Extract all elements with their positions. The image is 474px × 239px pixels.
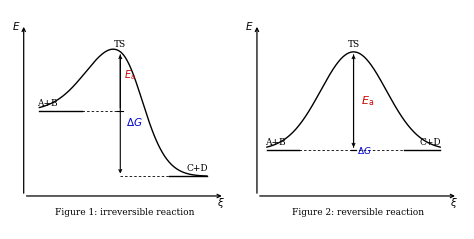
Text: $E_\mathrm{a}$: $E_\mathrm{a}$ bbox=[124, 68, 136, 82]
Text: Figure 1: irreversible reaction: Figure 1: irreversible reaction bbox=[55, 208, 195, 217]
Text: Figure 2: reversible reaction: Figure 2: reversible reaction bbox=[292, 208, 424, 217]
Text: A+B: A+B bbox=[37, 98, 58, 108]
Text: $E$: $E$ bbox=[245, 20, 254, 32]
Text: $E_\mathrm{a}$: $E_\mathrm{a}$ bbox=[361, 94, 374, 108]
Text: C+D: C+D bbox=[420, 138, 441, 147]
Text: $\Delta G$: $\Delta G$ bbox=[357, 145, 372, 156]
Text: A+B: A+B bbox=[264, 138, 285, 147]
Text: TS: TS bbox=[114, 40, 127, 49]
Text: $\Delta G$: $\Delta G$ bbox=[126, 116, 143, 128]
Text: $\xi$: $\xi$ bbox=[450, 196, 458, 210]
Text: TS: TS bbox=[347, 40, 360, 49]
Text: $E$: $E$ bbox=[12, 20, 20, 32]
Text: C+D: C+D bbox=[187, 164, 208, 173]
Text: $\xi$: $\xi$ bbox=[217, 196, 225, 210]
